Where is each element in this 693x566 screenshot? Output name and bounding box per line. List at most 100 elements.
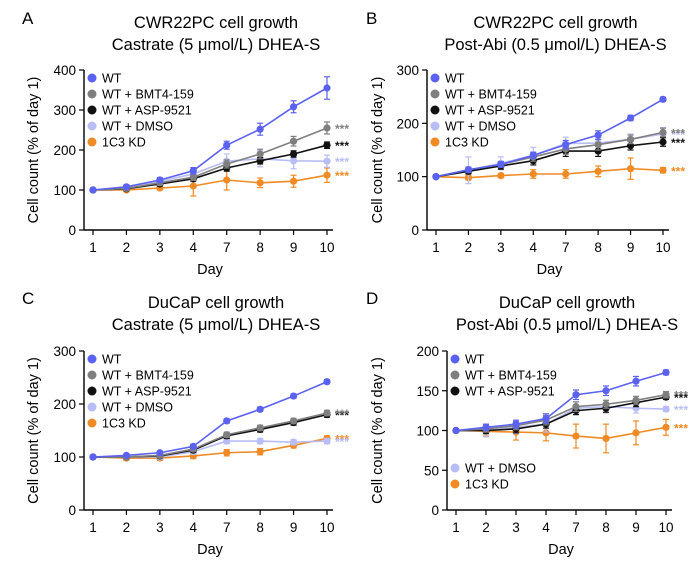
x-tick-label: 3: [156, 240, 164, 255]
significance-marker: ***: [335, 435, 349, 449]
data-point: [594, 167, 602, 175]
data-point: [662, 391, 670, 399]
series-wt: [89, 378, 331, 461]
data-point: [562, 141, 570, 149]
legend-label: WT + ASP-9521: [102, 385, 192, 399]
y-axis-label: Cell count (% of day 1): [370, 357, 386, 504]
legend-marker: [450, 354, 460, 364]
data-point: [289, 150, 298, 158]
legend-marker: [87, 121, 97, 131]
y-axis-label: Cell count (% of day 1): [26, 357, 42, 504]
data-point: [256, 125, 264, 133]
data-point: [497, 172, 505, 180]
data-point: [529, 170, 537, 178]
series-line: [435, 98, 664, 178]
legend-label: WT: [445, 72, 465, 86]
significance-marker: ***: [335, 169, 349, 183]
data-point: [122, 183, 131, 191]
legend-label: 1C3 KD: [102, 136, 146, 150]
series-line: [435, 167, 664, 179]
chart-title: DuCaP cell growth: [148, 294, 284, 312]
data-point: [223, 141, 231, 149]
data-point: [594, 131, 602, 139]
x-tick-label: 4: [542, 520, 550, 535]
significance-marker: ***: [671, 164, 685, 178]
x-tick-label: 10: [319, 240, 334, 255]
data-point: [497, 160, 505, 168]
x-tick-label: 1: [432, 240, 440, 255]
x-tick-label: 7: [223, 240, 231, 255]
chart-title: CWR22PC cell growth: [134, 14, 298, 32]
x-tick-label: 4: [190, 520, 198, 535]
data-point: [662, 368, 670, 377]
x-tick-label: 8: [256, 240, 264, 255]
x-axis-label: Day: [537, 262, 564, 278]
legend-marker: [87, 137, 97, 147]
legend-marker: [87, 354, 97, 364]
x-tick-label: 8: [594, 240, 602, 255]
legend-label: WT + BMT4-159: [465, 369, 557, 383]
series-line: [455, 393, 667, 432]
data-point: [223, 417, 231, 425]
legend-label: WT + BMT4-159: [102, 88, 194, 102]
data-point: [223, 160, 231, 168]
data-point: [323, 141, 331, 149]
data-point: [662, 423, 670, 431]
x-tick-label: 9: [290, 520, 298, 535]
chart-subtitle: Post-Abi (0.5 μmol/L) DHEA-S: [444, 36, 666, 54]
data-point: [256, 179, 264, 187]
legend-label: 1C3 KD: [465, 478, 509, 492]
chart-subtitle: Castrate (5 μmol/L) DHEA-S: [112, 36, 320, 54]
data-point: [256, 405, 264, 413]
y-tick-label: 100: [53, 183, 76, 198]
data-point: [572, 403, 580, 411]
data-point: [482, 423, 490, 431]
data-point: [289, 177, 298, 185]
y-tick-label: 0: [68, 503, 76, 518]
x-tick-label: 3: [512, 520, 520, 535]
series-wt: [89, 76, 331, 194]
data-point: [223, 449, 231, 457]
y-tick-label: 100: [53, 450, 76, 465]
data-point: [323, 378, 331, 386]
data-point: [223, 437, 231, 445]
data-point: [626, 165, 635, 173]
data-point: [289, 438, 298, 446]
data-point: [323, 437, 331, 445]
data-point: [529, 151, 537, 159]
series-line: [92, 437, 328, 459]
legend-label: WT: [465, 353, 485, 367]
y-axis-label: Cell count (% of day 1): [26, 77, 42, 224]
chart-subtitle: Post-Abi (0.5 μmol/L) DHEA-S: [456, 316, 678, 334]
x-tick-label: 10: [658, 520, 673, 535]
data-point: [632, 377, 640, 385]
series-line: [435, 141, 664, 178]
data-point: [542, 429, 550, 437]
data-point: [323, 124, 331, 132]
data-point: [602, 434, 610, 443]
panel-label: B: [366, 9, 377, 28]
chart-subtitle: Castrate (5 μmol/L) DHEA-S: [112, 316, 320, 334]
panel-label: D: [366, 289, 378, 308]
legend-label: WT: [102, 72, 122, 86]
data-point: [156, 449, 164, 457]
data-point: [323, 171, 331, 179]
x-tick-label: 2: [465, 240, 473, 255]
data-point: [323, 409, 331, 417]
x-tick-label: 1: [89, 520, 97, 535]
legend-marker: [450, 386, 460, 396]
legend-marker: [430, 89, 440, 99]
data-point: [189, 182, 197, 190]
legend-marker: [87, 402, 97, 412]
data-point: [562, 170, 570, 178]
data-point: [323, 84, 331, 92]
data-point: [223, 431, 231, 439]
legend-marker: [430, 137, 440, 147]
panel-c: C DuCaP cell growth Castrate (5 μmol/L) DH…: [22, 289, 349, 558]
data-point: [659, 138, 667, 146]
panel-a: A CWR22PC cell growth Castrate (5 μmol/L) …: [22, 9, 349, 278]
data-point: [189, 442, 197, 450]
data-point: [189, 173, 197, 181]
data-point: [662, 405, 670, 413]
